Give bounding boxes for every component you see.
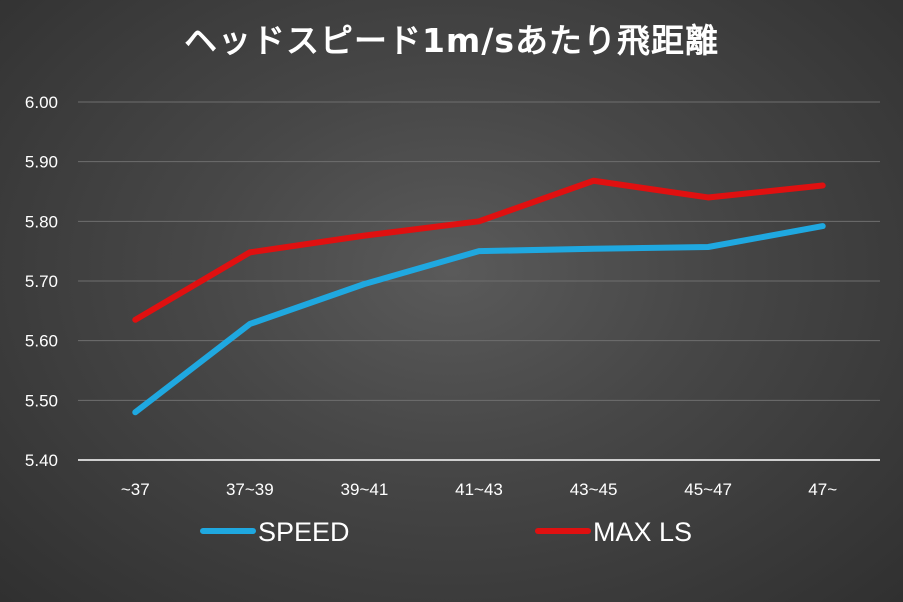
- x-tick-label: 39~41: [341, 480, 389, 499]
- chart-title: ヘッドスピード1m/sあたり飛距離: [183, 21, 720, 60]
- y-axis-ticks: 5.40 5.50 5.60 5.70 5.80 5.90 6.00: [25, 93, 58, 470]
- legend-label: MAX LS: [593, 517, 692, 547]
- x-tick-label: 43~45: [570, 480, 618, 499]
- x-tick-label: 37~39: [226, 480, 274, 499]
- legend-label: SPEED: [258, 517, 350, 547]
- y-tick-label: 5.80: [25, 212, 58, 231]
- series-line-max-ls: [132, 177, 826, 323]
- y-tick-label: 5.70: [25, 272, 58, 291]
- y-tick-label: 5.50: [25, 391, 58, 410]
- x-tick-label: ~37: [121, 480, 150, 499]
- y-tick-label: 6.00: [25, 93, 58, 112]
- y-tick-label: 5.40: [25, 451, 58, 470]
- legend: SPEED MAX LS: [200, 517, 692, 547]
- y-tick-label: 5.60: [25, 332, 58, 351]
- x-axis-ticks: ~37 37~39 39~41 41~43 43~45 45~47 47~: [121, 480, 837, 499]
- series-layer: [132, 177, 826, 416]
- x-tick-label: 47~: [808, 480, 837, 499]
- series-line-speed: [132, 223, 826, 416]
- x-tick-label: 41~43: [455, 480, 503, 499]
- y-tick-label: 5.90: [25, 153, 58, 172]
- x-tick-label: 45~47: [684, 480, 732, 499]
